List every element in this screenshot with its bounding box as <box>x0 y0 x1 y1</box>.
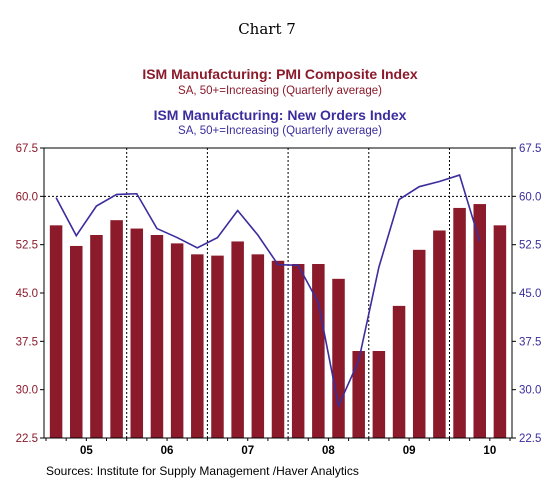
pmi-bar <box>352 351 365 438</box>
pmi-bar <box>130 228 144 438</box>
x-axis-ticks: 05 06 07 08 09 10 <box>45 438 511 457</box>
year-label: 10 <box>483 445 496 457</box>
right-tick-label: 52.5 <box>519 240 541 252</box>
right-tick-label: 67.5 <box>519 143 541 155</box>
right-tick-label: 22.5 <box>519 433 541 445</box>
pmi-bar <box>493 225 507 438</box>
pmi-bar <box>372 351 386 438</box>
pmi-bars <box>49 204 507 438</box>
left-axis-ticks: 67.5 60.0 52.5 45.0 37.5 30.0 22.5 <box>16 143 44 445</box>
year-label: 06 <box>161 445 174 457</box>
pmi-bar <box>271 260 285 438</box>
pmi-bar <box>231 241 244 438</box>
right-tick-label: 45.0 <box>519 288 541 300</box>
pmi-bar <box>49 225 63 438</box>
pmi-bar <box>332 278 345 438</box>
pmi-bar <box>90 235 103 438</box>
left-tick-label: 52.5 <box>16 240 38 252</box>
chart-source: Sources: Institute for Supply Management… <box>46 464 359 478</box>
year-label: 05 <box>80 445 93 457</box>
year-label: 08 <box>322 445 335 457</box>
left-tick-label: 37.5 <box>16 336 38 348</box>
pmi-bar <box>433 230 446 438</box>
pmi-bar <box>453 207 466 438</box>
left-tick-label: 22.5 <box>16 433 38 445</box>
pmi-bar <box>211 255 224 438</box>
grid-lines <box>44 148 512 438</box>
year-label: 07 <box>241 445 254 457</box>
year-label: 09 <box>403 445 416 457</box>
chart-subtitle-new-orders: SA, 50+=Increasing (Quarterly average) <box>178 125 382 137</box>
new-orders-series-line <box>55 174 481 409</box>
pmi-bar <box>291 264 305 438</box>
pmi-bar <box>473 204 486 438</box>
new-orders-line <box>55 174 481 409</box>
pmi-bar <box>412 249 426 438</box>
pmi-bar <box>150 235 164 438</box>
right-tick-label: 30.0 <box>519 385 541 397</box>
chart-title-pmi: ISM Manufacturing: PMI Composite Index <box>142 66 418 82</box>
chart-subtitle-pmi: SA, 50+=Increasing (Quarterly average) <box>178 85 382 97</box>
pmi-bar <box>70 245 83 438</box>
pmi-bar <box>251 254 265 438</box>
right-tick-label: 37.5 <box>519 336 541 348</box>
left-tick-label: 60.0 <box>16 191 38 203</box>
left-tick-label: 30.0 <box>16 385 38 397</box>
pmi-bar <box>170 243 184 438</box>
chart-caption: Chart 7 <box>238 20 296 38</box>
pmi-bar <box>110 220 123 438</box>
pmi-bar <box>312 264 325 438</box>
pmi-bar <box>392 305 406 438</box>
pmi-bar <box>191 254 204 438</box>
right-axis-ticks: 67.5 60.0 52.5 45.0 37.5 30.0 22.5 <box>512 143 541 445</box>
right-tick-label: 60.0 <box>519 191 541 203</box>
left-tick-label: 67.5 <box>16 143 38 155</box>
chart-title-new-orders: ISM Manufacturing: New Orders Index <box>154 107 407 123</box>
left-tick-label: 45.0 <box>16 288 38 300</box>
